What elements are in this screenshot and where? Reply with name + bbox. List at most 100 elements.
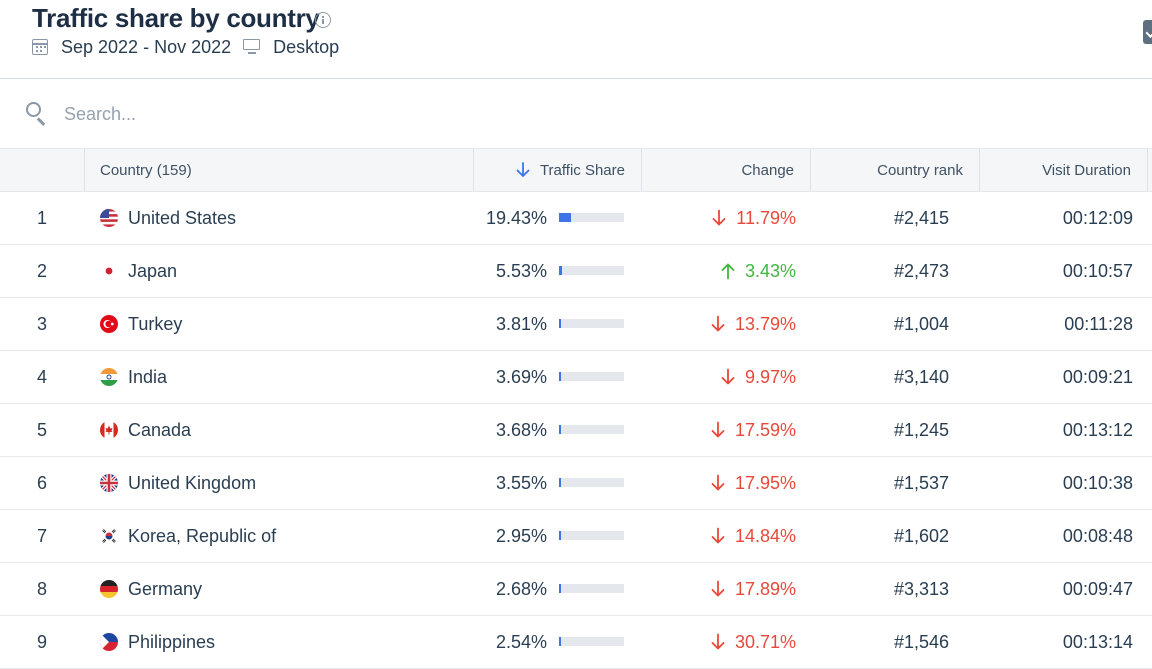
change-value: 30.71%: [734, 631, 796, 652]
ca-flag-icon: [100, 421, 118, 439]
change-value: 13.79%: [734, 313, 796, 334]
us-flag-icon: [100, 209, 118, 227]
table-row[interactable]: 8 Germany 2.68% 17.89% #3,313 00:09:47: [0, 563, 1152, 616]
change-cell: 30.71%: [641, 616, 796, 668]
change-value: 11.79%: [736, 207, 796, 228]
traffic-share-value: 2.68%: [495, 578, 547, 599]
visit-duration-value: 00:10:38: [1062, 472, 1133, 493]
change-cell: 9.97%: [641, 351, 796, 403]
arrow-down-icon: [711, 527, 725, 544]
change-cell: 17.95%: [641, 457, 796, 509]
country-cell[interactable]: India: [100, 351, 167, 403]
row-rank: 3: [36, 313, 47, 334]
traffic-share-value: 2.95%: [495, 525, 547, 546]
traffic-share-bar: [559, 213, 624, 222]
traffic-share-bar-fill: [559, 531, 561, 540]
row-rank: 5: [36, 419, 47, 440]
table-row[interactable]: 4 India 3.69% 9.97% #3,140 00:09:21: [0, 351, 1152, 404]
change-cell: 14.84%: [641, 510, 796, 562]
traffic-share-bar-fill: [559, 478, 562, 487]
country-name: United Kingdom: [128, 472, 257, 493]
info-icon[interactable]: [315, 12, 331, 28]
visit-duration-value: 00:12:09: [1062, 207, 1133, 228]
country-name: Germany: [128, 578, 203, 599]
traffic-share-bar: [559, 637, 624, 646]
traffic-share-bar: [559, 531, 624, 540]
country-cell[interactable]: Philippines: [100, 616, 215, 668]
column-header-country-rank[interactable]: Country rank: [810, 149, 979, 191]
traffic-share-value: 3.81%: [495, 313, 547, 334]
change-value: 3.43%: [744, 260, 796, 281]
arrow-down-icon: [711, 633, 725, 650]
traffic-share-bar-fill: [559, 319, 562, 328]
country-cell[interactable]: Turkey: [100, 298, 182, 350]
table-row[interactable]: 7 Korea, Republic of 2.95% 14.84% #1,602 00:0…: [0, 510, 1152, 563]
country-rank-value: #2,473: [893, 260, 949, 281]
column-header-country[interactable]: Country (159): [84, 149, 473, 191]
traffic-share-value: 3.69%: [495, 366, 547, 387]
change-value: 9.97%: [744, 366, 796, 387]
change-value: 17.59%: [734, 419, 796, 440]
table-row[interactable]: 3 Turkey 3.81% 13.79% #1,004 00:11:28: [0, 298, 1152, 351]
traffic-share-value: 19.43%: [485, 207, 547, 228]
column-header-change[interactable]: Change: [641, 149, 810, 191]
column-header-change-label: Change: [741, 161, 794, 179]
desktop-icon: [243, 38, 261, 56]
row-rank: 2: [36, 260, 47, 281]
country-cell[interactable]: Korea, Republic of: [100, 510, 276, 562]
search-input[interactable]: [64, 100, 664, 128]
date-range: Sep 2022 - Nov 2022: [61, 36, 232, 57]
country-cell[interactable]: United States: [100, 192, 236, 244]
visit-duration-value: 00:13:12: [1062, 419, 1133, 440]
traffic-share-bar-fill: [559, 637, 561, 646]
de-flag-icon: [100, 580, 118, 598]
traffic-share-bar: [559, 319, 624, 328]
visit-duration-value: 00:09:47: [1062, 578, 1133, 599]
export-icon[interactable]: [1143, 20, 1152, 44]
arrow-down-icon: [711, 474, 725, 491]
search-icon: [26, 102, 48, 126]
traffic-share-bar: [559, 584, 624, 593]
change-cell: 11.79%: [641, 192, 796, 244]
column-header-visit-duration[interactable]: Visit Duration: [979, 149, 1148, 191]
column-header-country-label: Country (159): [100, 161, 192, 179]
row-rank: 1: [36, 207, 47, 228]
country-cell[interactable]: Canada: [100, 404, 191, 456]
country-name: Korea, Republic of: [128, 525, 277, 546]
arrow-down-icon: [711, 580, 725, 597]
kr-flag-icon: [100, 527, 118, 545]
traffic-share-bar-fill: [559, 425, 562, 434]
country-rank-value: #1,537: [893, 472, 949, 493]
table-row[interactable]: 9 Philippines 2.54% 30.71% #1,546 00:13:14: [0, 616, 1152, 669]
traffic-share-bar-fill: [559, 372, 562, 381]
visit-duration-value: 00:13:14: [1062, 631, 1133, 652]
change-value: 17.89%: [734, 578, 796, 599]
arrow-down-icon: [711, 315, 725, 332]
country-name: India: [128, 366, 168, 387]
country-cell[interactable]: United Kingdom: [100, 457, 256, 509]
visit-duration-value: 00:09:21: [1062, 366, 1133, 387]
table-row[interactable]: 1 United States 19.43% 11.79% #2,415 00:12:09: [0, 192, 1152, 245]
country-cell[interactable]: Japan: [100, 245, 177, 297]
country-cell[interactable]: Germany: [100, 563, 202, 615]
column-header-traffic-share-label: Traffic Share: [539, 161, 625, 179]
table-row[interactable]: 2 Japan 5.53% 3.43% #2,473 00:10:57: [0, 245, 1152, 298]
country-rank-value: #1,546: [893, 631, 949, 652]
country-rank-value: #3,313: [893, 578, 949, 599]
traffic-share-value: 5.53%: [495, 260, 547, 281]
row-rank: 4: [36, 366, 47, 387]
visit-duration-value: 00:10:57: [1062, 260, 1133, 281]
change-cell: 17.89%: [641, 563, 796, 615]
arrow-down-icon: [721, 368, 735, 385]
country-name: United States: [128, 207, 237, 228]
change-value: 17.95%: [734, 472, 796, 493]
country-rank-value: #3,140: [893, 366, 949, 387]
table-row[interactable]: 5 Canada 3.68% 17.59% #1,245 00:13:12: [0, 404, 1152, 457]
table-row[interactable]: 6 United Kingdom 3.55% 17.95% #1,537 00:10:38: [0, 457, 1152, 510]
column-header-traffic-share[interactable]: Traffic Share: [473, 149, 641, 191]
country-rank-value: #1,245: [893, 419, 949, 440]
row-rank: 6: [36, 472, 47, 493]
change-cell: 13.79%: [641, 298, 796, 350]
table-header: Country (159) Traffic Share Change Count…: [0, 148, 1152, 192]
change-cell: 3.43%: [641, 245, 796, 297]
